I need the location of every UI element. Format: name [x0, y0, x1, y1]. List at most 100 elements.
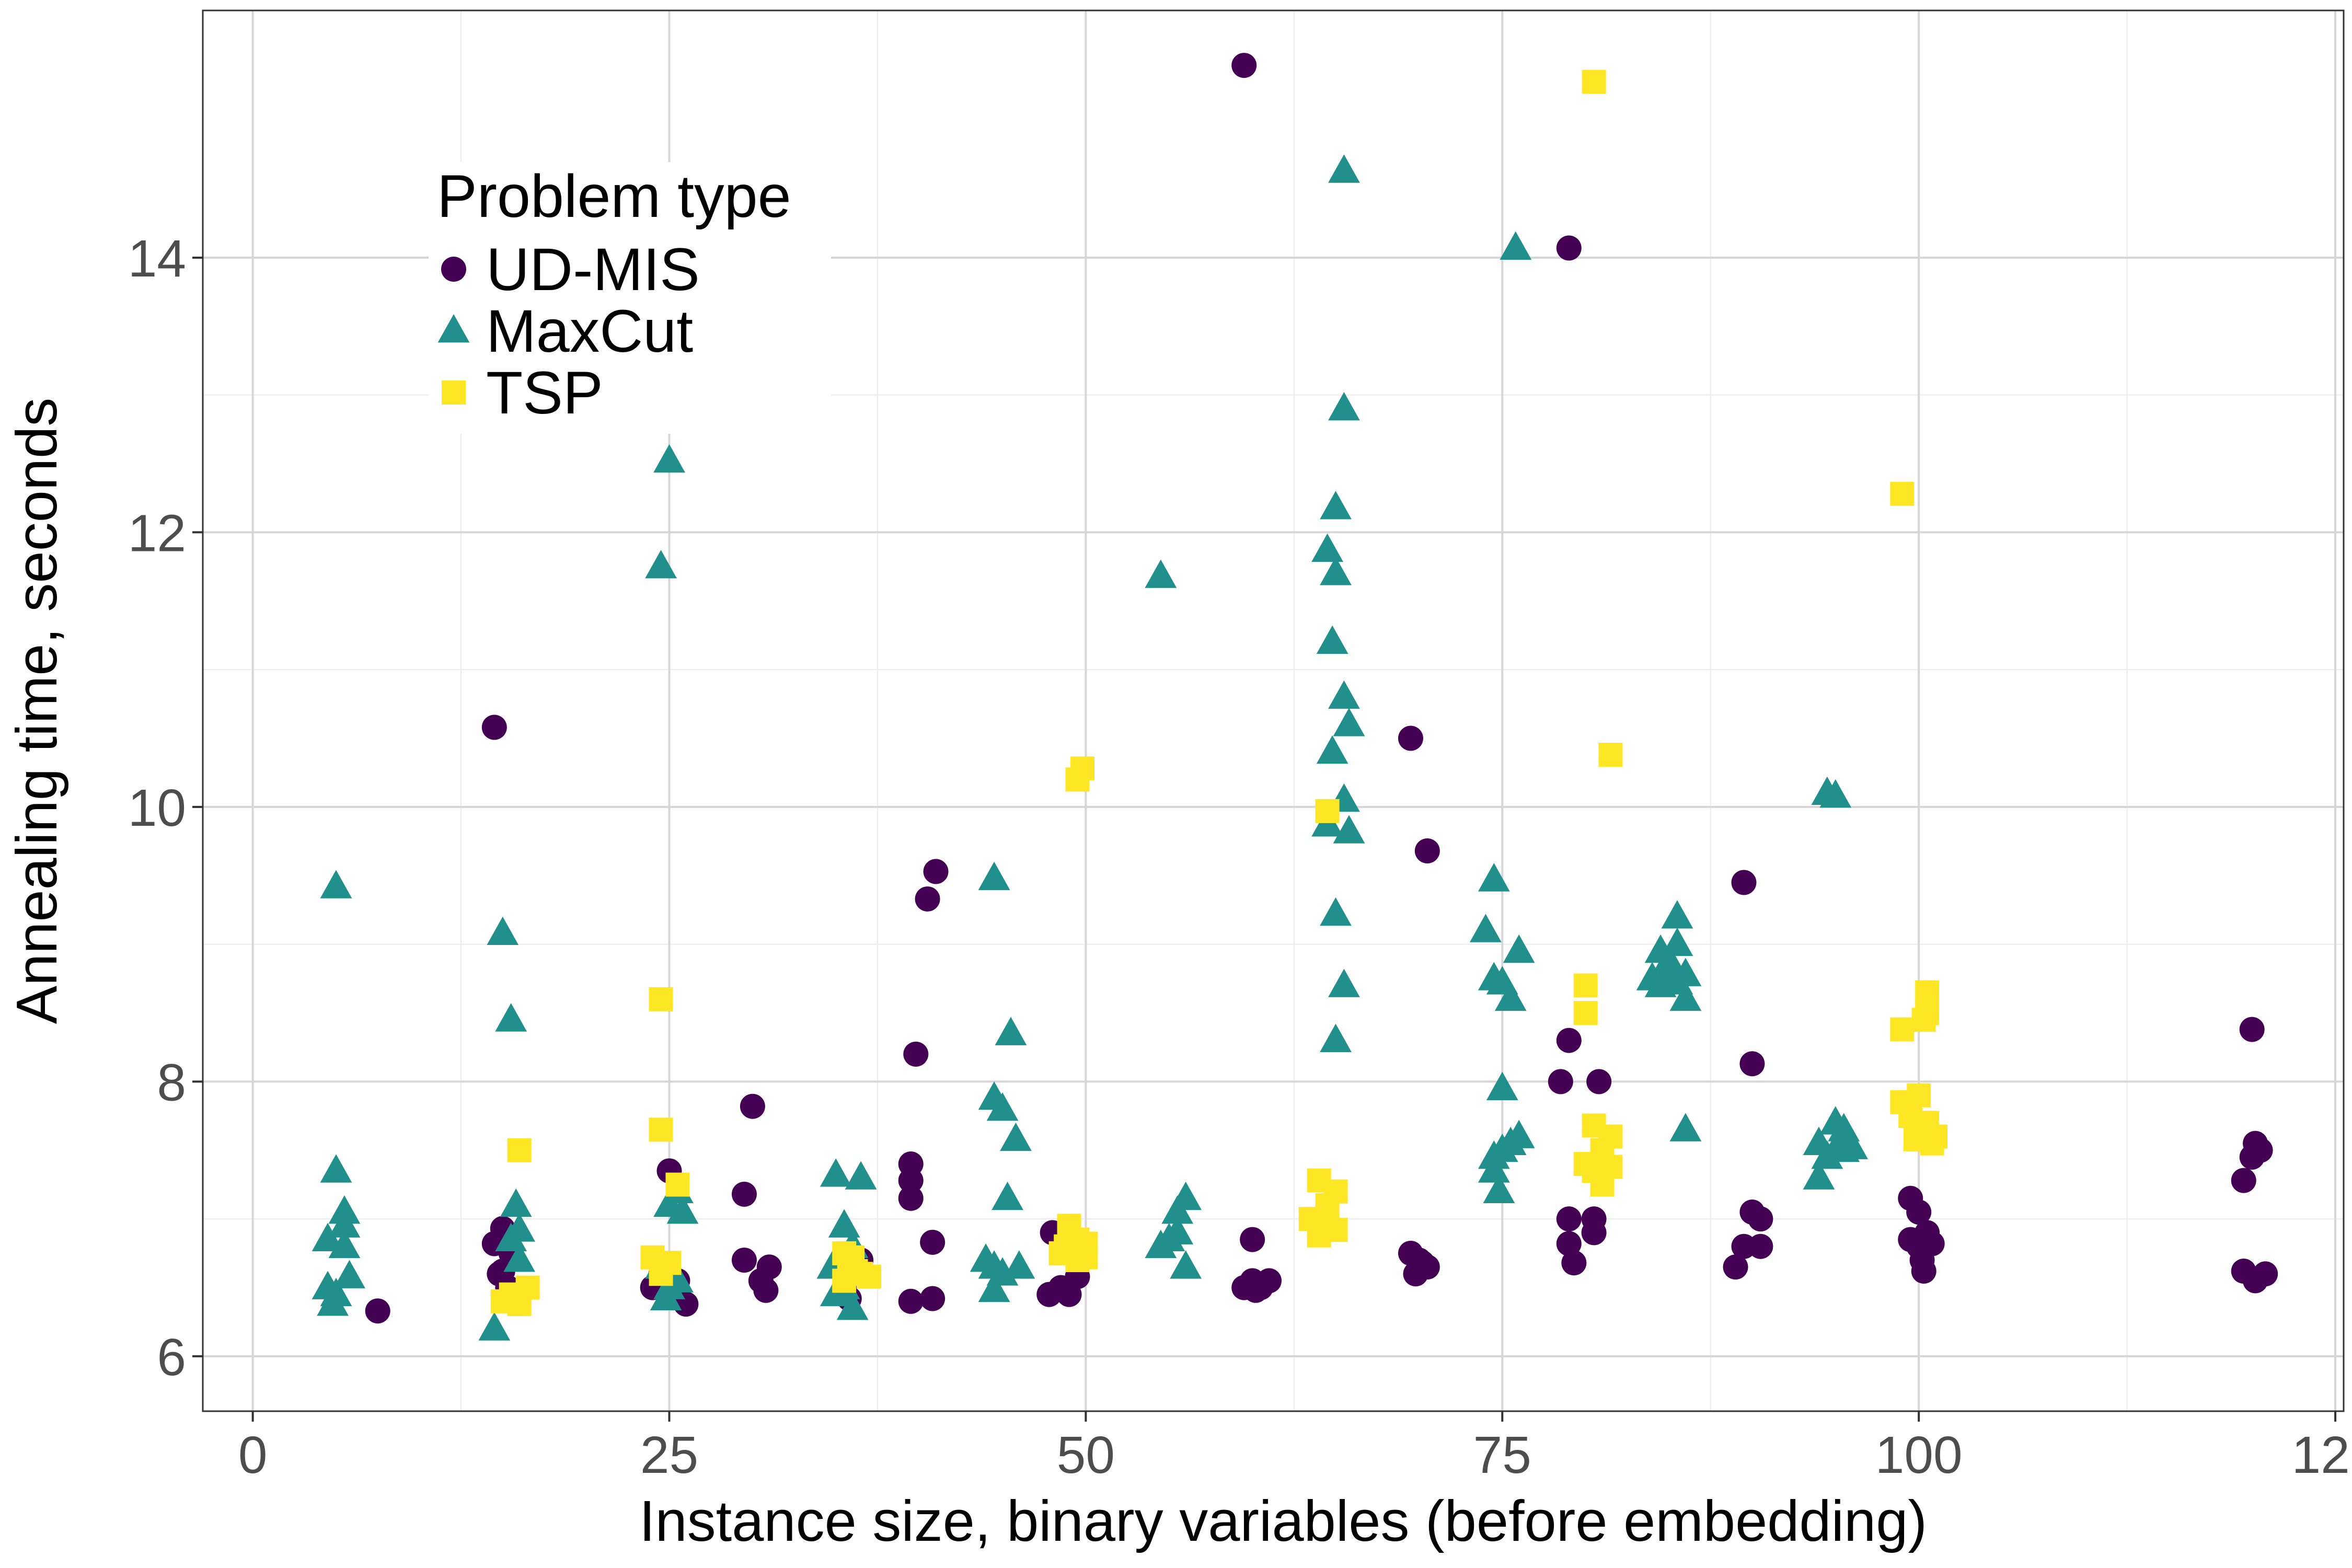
- data-point: [653, 444, 685, 473]
- x-tick-label: 0: [238, 1426, 268, 1484]
- series-maxcut: [312, 154, 1869, 1341]
- data-point: [1328, 969, 1360, 997]
- data-point: [1669, 982, 1702, 1011]
- data-point: [2239, 1144, 2265, 1170]
- data-point: [1911, 1008, 1936, 1032]
- data-point: [1320, 897, 1352, 926]
- data-point: [2239, 1017, 2265, 1042]
- data-point: [487, 916, 519, 946]
- data-point: [666, 1195, 699, 1224]
- data-point: [978, 861, 1010, 890]
- data-point: [920, 1229, 946, 1255]
- data-point: [995, 1017, 1027, 1045]
- data-point: [1320, 491, 1352, 520]
- data-point: [898, 1288, 924, 1314]
- data-points: [312, 53, 2278, 1341]
- data-point: [1145, 559, 1177, 588]
- data-point: [507, 1292, 532, 1317]
- data-point: [1556, 235, 1582, 261]
- data-point: [1573, 1001, 1598, 1025]
- data-point: [1581, 1220, 1607, 1246]
- data-point: [1478, 863, 1510, 892]
- data-point: [920, 1286, 946, 1311]
- data-point: [1573, 973, 1598, 998]
- data-point: [1915, 980, 1940, 1005]
- data-point: [1316, 735, 1348, 764]
- data-point: [1556, 1231, 1582, 1256]
- data-point: [898, 1168, 924, 1193]
- data-point: [753, 1277, 779, 1303]
- data-point: [1003, 1250, 1035, 1279]
- data-point: [328, 1209, 361, 1238]
- data-point: [1161, 1216, 1194, 1244]
- data-point: [731, 1181, 757, 1207]
- data-point: [1548, 1069, 1573, 1094]
- data-point: [1145, 1229, 1177, 1259]
- y-tick-label: 8: [157, 1053, 186, 1112]
- data-point: [915, 886, 940, 912]
- legend-title: Problem type: [437, 163, 791, 230]
- data-point: [1723, 1254, 1748, 1280]
- data-point: [665, 1172, 690, 1197]
- data-point: [1590, 1172, 1615, 1197]
- data-point: [500, 1188, 532, 1217]
- data-point: [1556, 1028, 1582, 1053]
- data-point: [1414, 838, 1440, 863]
- data-point: [312, 1223, 344, 1251]
- data-point: [328, 1229, 361, 1259]
- data-point: [495, 1003, 527, 1032]
- data-point: [1731, 870, 1757, 895]
- data-point: [365, 1298, 390, 1324]
- data-point: [1320, 557, 1352, 585]
- axis-ticks: [192, 256, 2337, 1422]
- data-point: [1316, 625, 1348, 654]
- data-point: [320, 870, 352, 898]
- legend-label: UD-MIS: [486, 236, 700, 303]
- data-point: [1556, 1206, 1582, 1232]
- series-tsp: [490, 70, 1948, 1317]
- data-point: [1819, 779, 1852, 808]
- legend-label: MaxCut: [486, 298, 693, 365]
- data-point: [845, 1161, 877, 1190]
- data-point: [1470, 914, 1502, 942]
- legend-key-tsp: [442, 381, 466, 405]
- data-point: [2231, 1168, 2256, 1193]
- data-point: [481, 714, 507, 740]
- x-tick-label: 125: [2292, 1426, 2352, 1484]
- data-point: [317, 1287, 349, 1316]
- data-point: [1311, 533, 1343, 562]
- data-point: [1739, 1051, 1765, 1077]
- data-point: [731, 1247, 757, 1273]
- y-tick-label: 12: [128, 504, 186, 562]
- data-point: [1065, 767, 1090, 792]
- y-tick-label: 6: [157, 1328, 186, 1387]
- y-tick-label: 10: [128, 779, 186, 837]
- data-point: [1328, 154, 1360, 183]
- data-point: [1315, 799, 1340, 823]
- data-point: [1494, 982, 1527, 1011]
- data-point: [1586, 1069, 1612, 1094]
- data-point: [1231, 53, 1257, 78]
- data-point: [1478, 962, 1510, 990]
- data-point: [503, 1243, 536, 1272]
- data-point: [2253, 1261, 2278, 1287]
- data-point: [1410, 1250, 1435, 1276]
- y-axis-title: Annealing time, seconds: [5, 398, 69, 1024]
- data-point: [1906, 1200, 1932, 1225]
- data-point: [1669, 1113, 1702, 1142]
- data-point: [991, 1181, 1023, 1210]
- legend-label: TSP: [486, 360, 603, 426]
- data-point: [1320, 1023, 1352, 1052]
- x-axis-title: Instance size, binary variables (before …: [639, 1489, 1927, 1553]
- x-tick-label: 75: [1473, 1426, 1531, 1484]
- data-point: [1333, 708, 1365, 736]
- data-point: [333, 1260, 365, 1288]
- data-point: [1748, 1206, 1773, 1232]
- y-tick-label: 14: [128, 229, 186, 288]
- data-point: [478, 1312, 511, 1341]
- data-point: [978, 1273, 1010, 1302]
- data-point: [650, 1282, 682, 1310]
- tick-labels: 0 25 50 75 100 125 6 8 10 12 14: [128, 229, 2352, 1484]
